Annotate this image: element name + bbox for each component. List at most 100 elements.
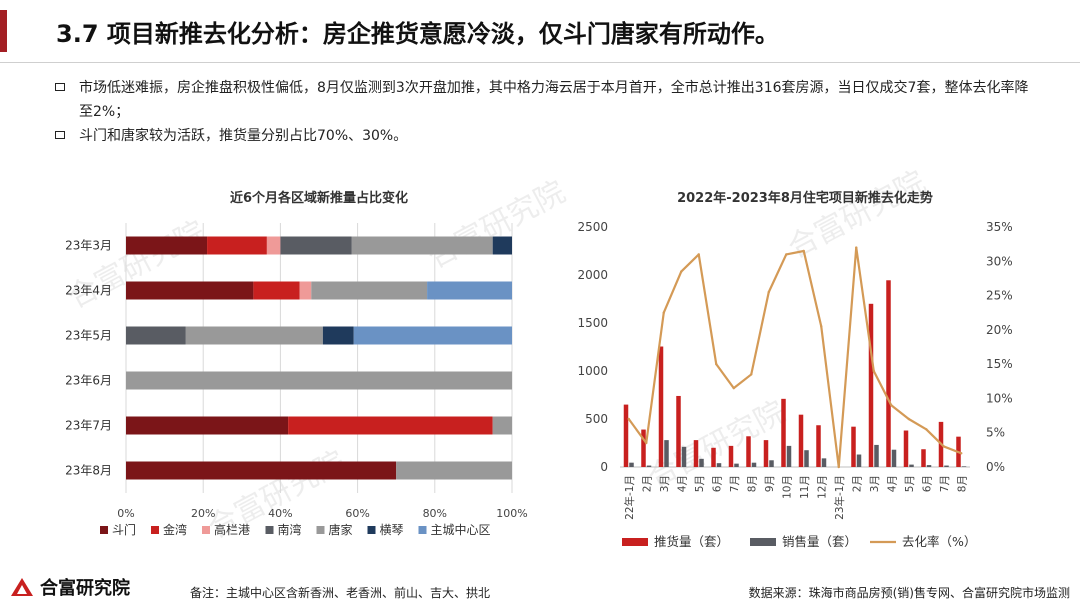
absorption-rate-point [942,445,945,448]
y-right-tick-label: 35% [986,220,1013,234]
supply-bar [868,303,874,467]
absorption-rate-point [802,249,805,253]
bar-segment [126,281,254,300]
legend-label: 斗门 [112,522,136,537]
sales-bar [926,465,932,467]
absorption-rate-point [837,465,840,469]
absorption-rate-point [960,452,963,455]
category-label: 23年6月 [65,374,112,388]
absorption-rate-point [715,362,718,366]
x-tick-label: 12月 [816,475,828,499]
x-tick-label: 11月 [799,475,811,499]
absorption-rate-point [872,369,875,373]
y-right-tick-label: 15% [986,357,1013,371]
legend-swatch [151,526,159,534]
legend-label: 主城中心区 [431,522,491,537]
legend-swatch [367,526,376,534]
bar-segment [280,236,352,255]
sales-bar [751,462,757,467]
x-tick-label: 3月 [869,475,881,492]
legend-swatch [316,526,325,534]
sales-bar [961,466,967,467]
bar-segment [126,461,397,480]
legend-swatch [750,538,776,546]
legend-label: 推货量（套） [654,534,729,549]
absorption-rate-point [855,246,858,249]
supply-absorption-chart: 2022年-2023年8月住宅项目新推去化走势 0 500 1000 1500 2000 2… [577,190,1013,549]
supply-bar [781,398,786,467]
category-label: 23年8月 [65,464,112,478]
logo-text: 合富研究院 [40,578,130,599]
square-bullet-icon [55,131,65,139]
absorption-rate-point [925,428,928,431]
supply-bar [641,429,646,467]
bar-segment [299,281,312,300]
bullet-list: 市场低迷难振，房企推盘积极性偏低，8月仅监测到3次开盘加推，其中格力海云居于本月… [55,76,1035,148]
absorption-rate-point [627,417,630,421]
sales-bar [909,464,914,467]
supply-bar [728,445,734,467]
absorption-rate-line [627,246,962,469]
square-bullet-icon [55,83,65,91]
y-right-tick-label: 30% [986,254,1013,268]
bar-segment [427,281,512,300]
bar-segment [126,326,186,345]
sales-bar [856,454,862,467]
data-source: 数据来源：珠海市商品房预(销)售专网、合富研究院市场监测 [748,586,1070,600]
supply-bar [921,449,926,467]
bar-segment [253,281,300,300]
legend-swatch [622,538,648,546]
absorption-rate-point [680,270,683,273]
absorption-rate-point [645,441,648,445]
sales-bar [891,449,897,467]
bullet-item: 市场低迷难振，房企推盘积极性偏低，8月仅监测到3次开盘加推，其中格力海云居于本月… [55,76,1035,124]
x-tick-label: 5月 [694,475,706,492]
bar-segment [126,371,512,390]
y-right-tick-label: 5% [986,426,1005,440]
supply-bar [816,425,821,467]
legend-swatch [100,526,108,534]
x-tick-label: 80% [423,507,447,520]
sales-bar [734,463,739,467]
y-right-tick-label: 25% [986,289,1013,303]
absorption-rate-point [750,373,753,376]
category-label: 23年7月 [65,419,112,433]
x-tick-label: 6月 [711,475,723,492]
y-left-tick-label: 2000 [577,268,608,282]
sales-bar [629,462,634,467]
y-left-tick-label: 2500 [577,220,608,234]
sales-bar [874,444,879,467]
sales-bar [786,445,792,467]
supply-bar [763,440,769,467]
x-tick-label: 22年-1月 [623,475,636,520]
title-bar: 3.7 项目新推去化分析：房企推货意愿冷淡，仅斗门唐家有所动作。 [0,0,1080,63]
x-tick-label: 7月 [939,475,951,492]
supply-bar [903,430,909,467]
chart-title: 近6个月各区域新推量占比变化 [230,190,408,206]
absorption-rate-point [820,325,823,328]
page-title: 3.7 项目新推去化分析：房企推货意愿冷淡，仅斗门唐家有所动作。 [56,20,779,48]
absorption-rate-point [890,404,893,407]
bar-segment [492,236,512,255]
x-tick-label: 20% [191,507,215,520]
legend-label: 唐家 [329,522,353,537]
sales-bar [699,458,704,467]
bar-segment [207,236,267,255]
bar-segment [126,416,289,435]
y-left-tick-label: 500 [585,412,608,426]
x-tick-label: 9月 [764,475,776,492]
bar-segment [322,326,354,345]
sales-bar [769,460,774,467]
bar-segment [185,326,323,345]
legend-swatch [202,526,210,534]
x-tick-label: 2月 [641,475,653,492]
legend-label: 高栏港 [214,522,250,537]
category-label: 23年3月 [65,239,112,253]
chart-title: 2022年-2023年8月住宅项目新推去化走势 [677,190,933,206]
bar-segment [266,236,281,255]
absorption-rate-point [907,417,910,421]
supply-bar [658,346,664,467]
legend-label: 销售量（套） [782,534,857,549]
category-label: 23年5月 [65,329,112,343]
absorption-rate-point [767,290,770,294]
